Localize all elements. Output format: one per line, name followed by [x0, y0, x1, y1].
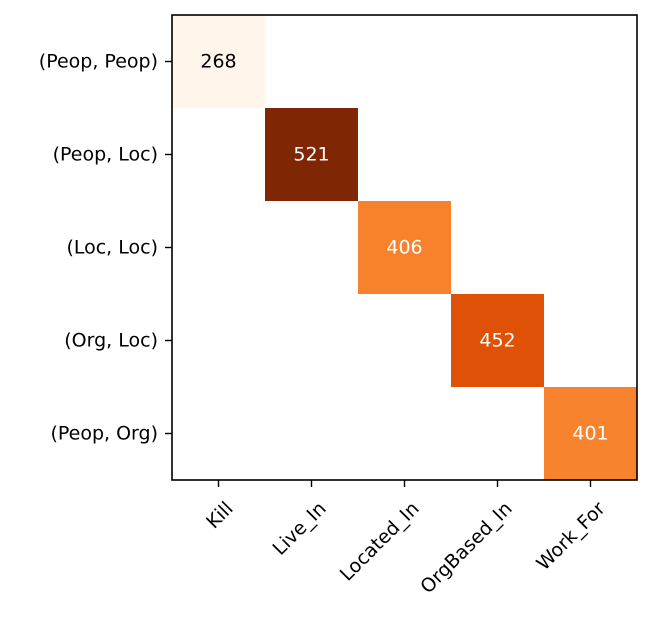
x-tick-label: Live_In: [268, 498, 330, 560]
cell-value-label: 452: [479, 330, 515, 352]
cell-value-label: 406: [386, 237, 422, 259]
heatmap-cell: [358, 387, 452, 481]
heatmap-cell: [358, 15, 452, 109]
heatmap-cell: [544, 294, 638, 388]
x-tick-label: Located_In: [336, 498, 424, 586]
heatmap-cell: [451, 15, 545, 109]
cell-value-label: 521: [293, 144, 329, 166]
y-tick-label: (Org, Loc): [64, 330, 158, 352]
heatmap-cell: [451, 201, 545, 295]
heatmap-cell: [172, 108, 266, 202]
heatmap-cells: [172, 15, 638, 481]
heatmap-cell: [265, 15, 359, 109]
heatmap-cell: [265, 201, 359, 295]
x-tick-label: Work_For: [532, 497, 609, 574]
heatmap-cell: [358, 108, 452, 202]
x-tick-label: OrgBased_In: [416, 498, 516, 598]
heatmap-cell: [265, 387, 359, 481]
heatmap-cell: [358, 294, 452, 388]
heatmap-cell: [451, 387, 545, 481]
heatmap-cell: [544, 15, 638, 109]
y-tick-label: (Loc, Loc): [66, 237, 158, 259]
y-tick-label: (Peop, Peop): [39, 51, 158, 73]
x-tick-label: Kill: [202, 498, 238, 534]
y-tick-label: (Peop, Org): [50, 423, 158, 445]
heatmap-cell: [358, 201, 452, 295]
y-tick-label: (Peop, Loc): [53, 144, 158, 166]
heatmap-cell: [544, 387, 638, 481]
heatmap-cell-labels: 268 521 406 452 401: [200, 51, 608, 445]
heatmap-cell: [265, 294, 359, 388]
heatmap-cell: [172, 201, 266, 295]
cell-value-label: 401: [572, 423, 608, 445]
heatmap-cell: [172, 15, 266, 109]
heatmap-cell: [451, 294, 545, 388]
heatmap-cell: [172, 387, 266, 481]
y-axis: (Peop, Peop) (Peop, Loc) (Loc, Loc) (Org, L…: [39, 51, 172, 445]
heatmap-cell: [265, 108, 359, 202]
heatmap-cell: [172, 294, 266, 388]
heatmap-cell: [544, 108, 638, 202]
heatmap-cell: [451, 108, 545, 202]
cell-value-label: 268: [200, 51, 236, 73]
heatmap-cell: [544, 201, 638, 295]
